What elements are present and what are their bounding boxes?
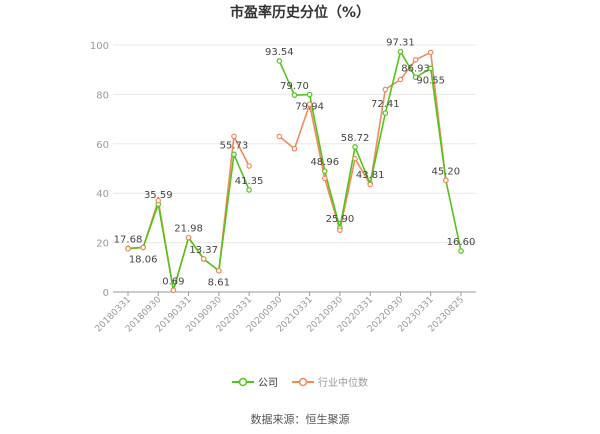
data-point bbox=[155, 197, 162, 204]
data-label: 48.96 bbox=[310, 157, 339, 168]
data-label: 86.93 bbox=[401, 63, 430, 74]
data-label: 13.37 bbox=[189, 245, 218, 256]
data-label: 93.54 bbox=[265, 47, 294, 58]
data-label: 41.35 bbox=[235, 176, 264, 187]
legend: 公司 行业中位数 bbox=[0, 374, 600, 389]
data-point bbox=[321, 175, 328, 182]
legend-line-circle-icon bbox=[232, 377, 254, 386]
data-label: 58.72 bbox=[341, 133, 370, 144]
data-label: 79.70 bbox=[280, 81, 309, 92]
data-point bbox=[125, 245, 131, 252]
data-point bbox=[276, 58, 283, 64]
data-label: 35.59 bbox=[144, 190, 173, 201]
y-tick-label: 40 bbox=[96, 189, 109, 200]
data-point bbox=[200, 256, 207, 262]
data-point bbox=[231, 133, 237, 140]
data-label: 18.06 bbox=[129, 254, 158, 265]
y-tick-label: 80 bbox=[96, 90, 109, 101]
data-point bbox=[246, 163, 252, 169]
data-point bbox=[382, 86, 389, 93]
y-tick-label: 60 bbox=[96, 140, 109, 151]
data-point bbox=[306, 101, 313, 108]
data-label: 45.20 bbox=[432, 166, 461, 177]
data-label: 8.61 bbox=[208, 278, 230, 289]
data-point bbox=[306, 91, 313, 98]
data-label: 25.90 bbox=[326, 214, 355, 225]
legend-label: 行业中位数 bbox=[318, 378, 368, 389]
data-point bbox=[367, 181, 373, 188]
legend-item[interactable]: 行业中位数 bbox=[292, 374, 368, 389]
data-label: 97.31 bbox=[386, 38, 415, 49]
data-point bbox=[337, 227, 343, 234]
data-source: 数据来源：恒生聚源 bbox=[250, 413, 350, 426]
data-point bbox=[140, 244, 146, 251]
data-point bbox=[246, 187, 252, 193]
data-point bbox=[276, 133, 283, 140]
y-tick-label: 20 bbox=[96, 239, 109, 250]
data-point bbox=[427, 49, 434, 56]
data-point bbox=[352, 155, 358, 162]
data-point bbox=[412, 74, 419, 81]
data-label: 0.69 bbox=[162, 276, 184, 287]
data-point bbox=[231, 151, 237, 158]
data-label: 72.41 bbox=[371, 99, 400, 110]
data-point bbox=[427, 65, 434, 72]
data-point bbox=[321, 168, 328, 174]
data-point bbox=[412, 57, 419, 63]
data-point bbox=[170, 287, 177, 294]
data-label: 16.60 bbox=[447, 237, 476, 248]
data-point bbox=[443, 177, 449, 184]
y-tick-label: 0 bbox=[103, 288, 109, 299]
data-label: 17.68 bbox=[114, 234, 143, 245]
y-tick-label: 100 bbox=[90, 41, 109, 52]
data-label: 55.73 bbox=[220, 140, 249, 151]
data-label: 43.81 bbox=[356, 170, 385, 181]
line-chart: 0204060801002018033120180930201903312019… bbox=[90, 38, 476, 335]
data-point bbox=[397, 48, 404, 55]
data-point bbox=[216, 267, 222, 274]
legend-item[interactable]: 公司 bbox=[232, 374, 278, 389]
data-label: 21.98 bbox=[174, 224, 203, 235]
data-point bbox=[352, 144, 358, 150]
legend-label: 公司 bbox=[258, 378, 278, 389]
legend-line-circle-icon bbox=[292, 377, 314, 386]
data-label: 90.55 bbox=[416, 75, 445, 86]
data-point bbox=[291, 92, 298, 98]
data-point bbox=[185, 234, 192, 241]
data-point bbox=[458, 248, 464, 254]
data-point bbox=[397, 76, 404, 83]
chart-title: 市盈率历史分位（%） bbox=[229, 5, 371, 21]
data-point bbox=[291, 145, 298, 152]
data-point bbox=[382, 110, 389, 116]
